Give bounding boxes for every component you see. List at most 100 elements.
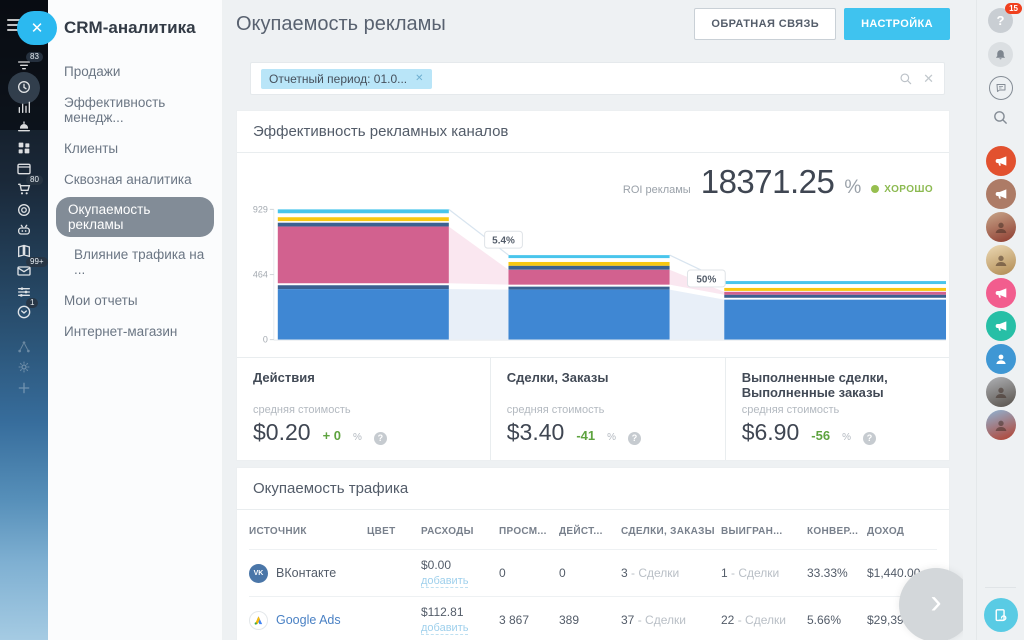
target-rail-button[interactable] xyxy=(8,200,40,221)
filter-clear-icon[interactable]: ✕ xyxy=(923,70,934,86)
stage-cards: Действия средняя стоимость $0.20 + 0 % ?… xyxy=(237,357,949,460)
sidebar-item-traffic-influence[interactable]: Влияние трафика на ... xyxy=(74,247,205,277)
megaphone-icon xyxy=(995,321,1006,331)
main-header: Окупаемость рекламы ОБРАТНАЯ СВЯЗЬ НАСТР… xyxy=(236,0,950,48)
target-icon xyxy=(18,203,30,216)
channels-title: Эффективность рекламных каналов xyxy=(237,111,949,153)
megaphone-icon xyxy=(995,156,1006,166)
svg-text:0: 0 xyxy=(263,335,268,345)
sidebar-item-manager-efficiency[interactable]: Эффективность менедж... xyxy=(64,95,166,125)
card-value: $0.20 xyxy=(253,419,311,445)
chevron-right-icon: › xyxy=(930,582,942,621)
network-icon xyxy=(18,341,30,353)
stage-card-completed: Выполненные сделки, Выполненные заказы с… xyxy=(724,358,949,460)
traffic-title: Окупаемость трафика xyxy=(237,468,949,510)
network-rail-button[interactable] xyxy=(8,337,40,358)
user-avatar[interactable] xyxy=(985,245,1016,275)
chat-button[interactable] xyxy=(988,76,1013,100)
sliders-rail-button[interactable] xyxy=(8,282,40,303)
rail-badge: 99+ xyxy=(26,257,48,267)
person-avatar[interactable] xyxy=(985,344,1016,374)
card-value: $3.40 xyxy=(506,419,565,445)
roi-label: ROI рекламы xyxy=(622,184,691,196)
knowledge-base-rail-button[interactable] xyxy=(8,241,40,262)
scroll-next-button[interactable]: › xyxy=(899,568,963,640)
clock-rail-button[interactable] xyxy=(8,71,40,103)
sidebar-item-end-to-end-analytics[interactable]: Сквозная аналитика xyxy=(64,172,192,187)
megaphone-avatar[interactable] xyxy=(985,311,1016,341)
filter-rail-button[interactable]: 83 xyxy=(8,52,43,77)
table-header-row: ИСТОЧНИК ЦВЕТ РАСХОДЫ ПРОСМ... ДЕЙСТ... … xyxy=(249,526,905,537)
sidebar-item-online-store[interactable]: Интернет-магазин xyxy=(64,324,178,339)
gear-icon xyxy=(18,361,30,373)
add-icon xyxy=(18,382,30,394)
google-ads-icon xyxy=(249,610,268,630)
add-rail-button[interactable] xyxy=(8,378,40,399)
gear-rail-button[interactable] xyxy=(8,357,40,378)
help-tooltip-icon[interactable]: ? xyxy=(373,431,387,445)
card-delta: -56 xyxy=(811,428,831,443)
menu-hamburger-icon[interactable] xyxy=(7,19,21,31)
help-button[interactable]: ? 15 xyxy=(988,3,1022,33)
service-bell-icon xyxy=(18,121,30,132)
search-icon[interactable] xyxy=(899,72,913,86)
apps-grid-icon xyxy=(18,142,30,154)
source-google-ads[interactable]: Google Ads xyxy=(249,610,367,630)
sidebar-item-my-reports[interactable]: Мои отчеты xyxy=(64,293,138,308)
help-tooltip-icon[interactable]: ? xyxy=(628,431,642,445)
cart-rail-button[interactable]: 80 xyxy=(8,175,43,200)
robot-rail-button[interactable] xyxy=(8,220,40,241)
filter-icon xyxy=(18,61,30,70)
add-expenses-link[interactable]: добавить xyxy=(421,622,469,635)
sidebar-item-clients[interactable]: Клиенты xyxy=(64,141,119,156)
megaphone-icon xyxy=(995,189,1006,199)
sliders-icon xyxy=(18,287,30,297)
filter-chip-period[interactable]: Отчетный период: 01.0... ✕ xyxy=(261,68,432,89)
sidebar-item-ad-roi[interactable]: Окупаемость рекламы xyxy=(56,197,214,237)
search-button[interactable] xyxy=(992,109,1009,129)
sites-rail-button[interactable] xyxy=(8,159,40,180)
notifications-button[interactable] xyxy=(988,42,1013,67)
megaphone-avatar[interactable] xyxy=(985,278,1016,308)
chip-close-icon[interactable]: ✕ xyxy=(415,73,424,84)
megaphone-avatar[interactable] xyxy=(985,146,1016,176)
page-title: Окупаемость рекламы xyxy=(236,12,446,35)
user-avatar[interactable] xyxy=(985,410,1016,440)
rail-badge: 1 xyxy=(26,298,39,308)
settings-button[interactable]: НАСТРОЙКА xyxy=(844,8,950,40)
updates-icon xyxy=(17,305,31,319)
sites-icon xyxy=(17,163,31,175)
roi-value: 18371.25 xyxy=(700,163,835,200)
svg-text:464: 464 xyxy=(253,270,268,280)
portrait-photo xyxy=(995,420,1006,431)
robot-icon xyxy=(18,224,30,235)
bar-chart-rail-button[interactable] xyxy=(8,97,40,118)
megaphone-avatar[interactable] xyxy=(985,179,1016,209)
stage-card-deals: Сделки, Заказы средняя стоимость $3.40 -… xyxy=(489,358,725,460)
sidebar-item-sales[interactable]: Продажи xyxy=(64,64,121,79)
filter-chip-label: Отчетный период: 01.0... xyxy=(269,71,408,86)
export-report-button[interactable] xyxy=(983,598,1018,632)
bell-icon xyxy=(996,50,1005,60)
updates-rail-button[interactable]: 1 xyxy=(8,298,40,323)
add-expenses-link[interactable]: добавить xyxy=(421,575,469,588)
sidebar: CRM-аналитика Продажи Эффективность мене… xyxy=(48,0,223,640)
knowledge-base-icon xyxy=(18,244,30,257)
funnel-chart[interactable]: 929 464 0 5.4% 50% xyxy=(241,203,947,348)
help-tooltip-icon[interactable]: ? xyxy=(862,431,876,445)
service-bell-rail-button[interactable] xyxy=(8,118,40,139)
source-vk[interactable]: VK ВКонтакте xyxy=(249,563,367,583)
mail-rail-button[interactable]: 99+ xyxy=(8,257,48,282)
rail-badge: 80 xyxy=(26,175,43,185)
user-avatar[interactable] xyxy=(985,377,1016,407)
apps-grid-rail-button[interactable] xyxy=(8,138,40,159)
clock-icon xyxy=(18,80,30,93)
portrait-photo xyxy=(995,222,1006,233)
filter-bar[interactable]: Отчетный период: 01.0... ✕ ✕ xyxy=(250,62,945,95)
main-content: Окупаемость рекламы ОБРАТНАЯ СВЯЗЬ НАСТР… xyxy=(223,0,963,640)
close-button[interactable]: ✕ xyxy=(17,11,57,45)
help-icon: ? xyxy=(996,13,1005,28)
user-avatar[interactable] xyxy=(985,212,1016,242)
app-title: CRM-аналитика xyxy=(64,18,196,37)
feedback-button[interactable]: ОБРАТНАЯ СВЯЗЬ xyxy=(694,8,837,40)
